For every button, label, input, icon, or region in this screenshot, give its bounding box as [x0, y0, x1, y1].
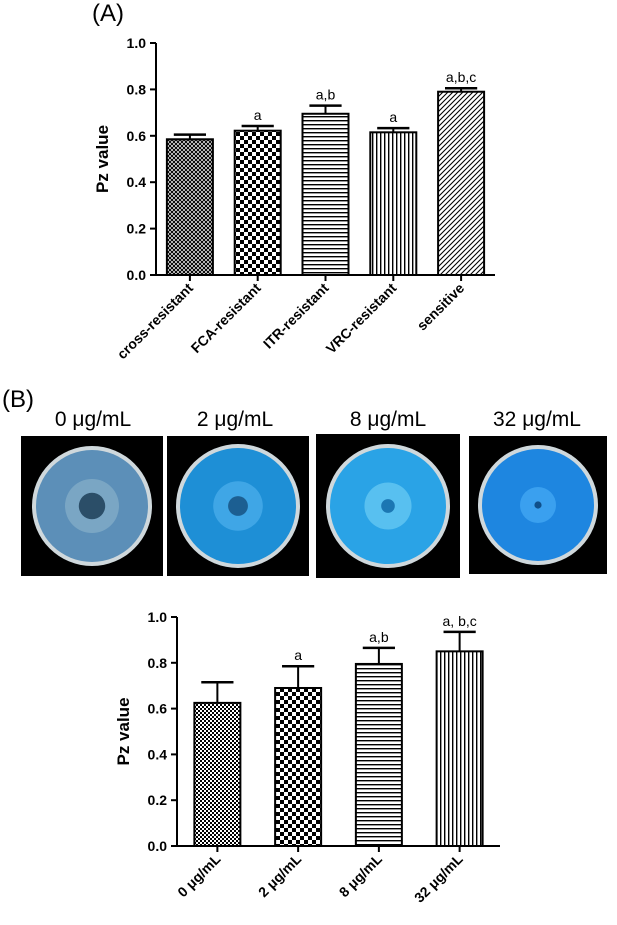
y-tick-label: 0.0	[148, 838, 168, 854]
y-tick-label: 0.8	[127, 81, 147, 97]
y-tick-label: 0.4	[148, 746, 168, 762]
panel-a-label: (A)	[92, 0, 124, 27]
x-tick-label-1: 2 μg/mL	[255, 850, 305, 900]
y-tick-label: 0.0	[127, 267, 147, 283]
plate-caption-0: 0 μg/mL	[54, 408, 132, 431]
y-axis-title: Pz value	[93, 125, 112, 193]
plate-photo-8	[316, 434, 460, 578]
bar-annotation-1: a	[254, 107, 262, 123]
y-tick-label: 0.2	[148, 792, 168, 808]
bar-annotation-4: a,b,c	[446, 69, 476, 85]
y-tick-label: 0.2	[127, 221, 147, 237]
bar-annotation-3: a	[389, 109, 397, 125]
plate-caption-2: 2 μg/mL	[196, 408, 274, 431]
y-tick-label: 0.6	[148, 701, 168, 717]
plate-svg-8	[326, 444, 450, 568]
plate-svg-32	[478, 445, 598, 565]
x-tick-label-0: 0 μg/mL	[174, 850, 224, 900]
plate-photo-2	[167, 436, 309, 576]
y-tick-label: 0.6	[127, 128, 147, 144]
bar-0	[193, 701, 242, 847]
bar-1	[233, 129, 282, 276]
bar-annotation-2: a,b	[369, 629, 389, 645]
bar-3	[435, 650, 484, 847]
plate-svg-2	[176, 444, 300, 568]
plate-colony-0	[78, 492, 106, 520]
bar-2	[354, 662, 403, 847]
bar-annotation-2: a,b	[316, 87, 336, 103]
y-tick-label: 1.0	[148, 609, 168, 625]
plate-photo-32	[469, 436, 607, 574]
panel-b-label: (B)	[2, 386, 34, 413]
y-tick-label: 0.8	[148, 655, 168, 671]
x-tick-label-2: 8 μg/mL	[336, 850, 386, 900]
plate-caption-8: 8 μg/mL	[349, 408, 427, 431]
plate-colony-3	[534, 501, 542, 509]
bar-annotation-1: a	[294, 647, 302, 663]
plate-photo-0	[21, 436, 163, 576]
y-axis-title: Pz value	[114, 697, 133, 765]
plate-caption-32: 32 μg/mL	[493, 408, 581, 431]
bar-annotation-3: a, b,c	[443, 613, 477, 629]
plate-svg-0	[32, 446, 152, 566]
y-tick-label: 1.0	[127, 35, 147, 51]
bar-4	[437, 90, 486, 276]
bar-0	[165, 138, 214, 276]
plate-colony-2	[381, 499, 395, 513]
plate-colony-1	[228, 496, 248, 516]
bar-1	[274, 686, 323, 847]
y-tick-label: 0.4	[127, 174, 147, 190]
x-tick-label-3: 32 μg/mL	[411, 850, 466, 905]
